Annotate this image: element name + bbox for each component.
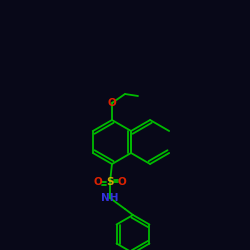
Text: S: S bbox=[106, 177, 114, 187]
Text: O: O bbox=[94, 177, 102, 187]
Text: NH: NH bbox=[101, 193, 119, 203]
Text: O: O bbox=[118, 177, 126, 187]
Text: O: O bbox=[108, 98, 116, 108]
